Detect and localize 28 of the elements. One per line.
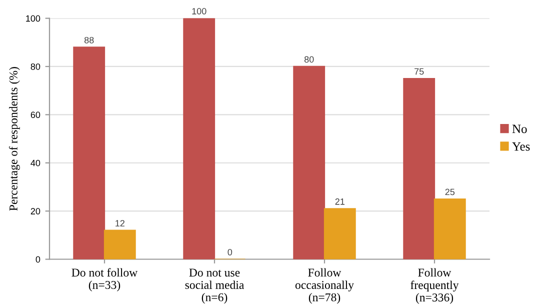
y-tick-label: 100 <box>26 15 40 22</box>
bar <box>324 208 356 260</box>
y-axis-title: Percentage of respondents (%) <box>8 67 20 211</box>
x-tick-label: Follow frequently (n=336) <box>410 268 459 304</box>
bar <box>183 18 216 260</box>
bar <box>293 66 326 260</box>
y-tick-label: 80 <box>30 63 40 70</box>
bar <box>403 78 436 260</box>
x-tick-label: Follow occasionally (n=78) <box>295 268 354 304</box>
data-label: 25 <box>445 188 455 196</box>
data-label: 12 <box>116 220 124 226</box>
x-tick-label: Do not follow (n=33) <box>72 268 138 292</box>
data-label: 21 <box>335 198 344 205</box>
y-tick-label: 0 <box>36 256 40 263</box>
bar <box>104 230 136 260</box>
data-label: 80 <box>304 56 314 63</box>
data-label: 100 <box>192 8 206 14</box>
bar <box>73 46 106 260</box>
y-tick-label: 60 <box>30 112 40 118</box>
bar <box>434 198 466 260</box>
y-tick-label: 40 <box>30 160 40 166</box>
x-tick-label: Do not use social media (n=6) <box>185 268 244 304</box>
y-tick-label: 20 <box>30 208 40 214</box>
data-label: 0 <box>228 248 232 256</box>
legend-label: No <box>512 124 527 134</box>
data-label: 88 <box>84 36 94 44</box>
data-label: 75 <box>414 68 424 75</box>
legend-label: Yes <box>512 142 530 151</box>
